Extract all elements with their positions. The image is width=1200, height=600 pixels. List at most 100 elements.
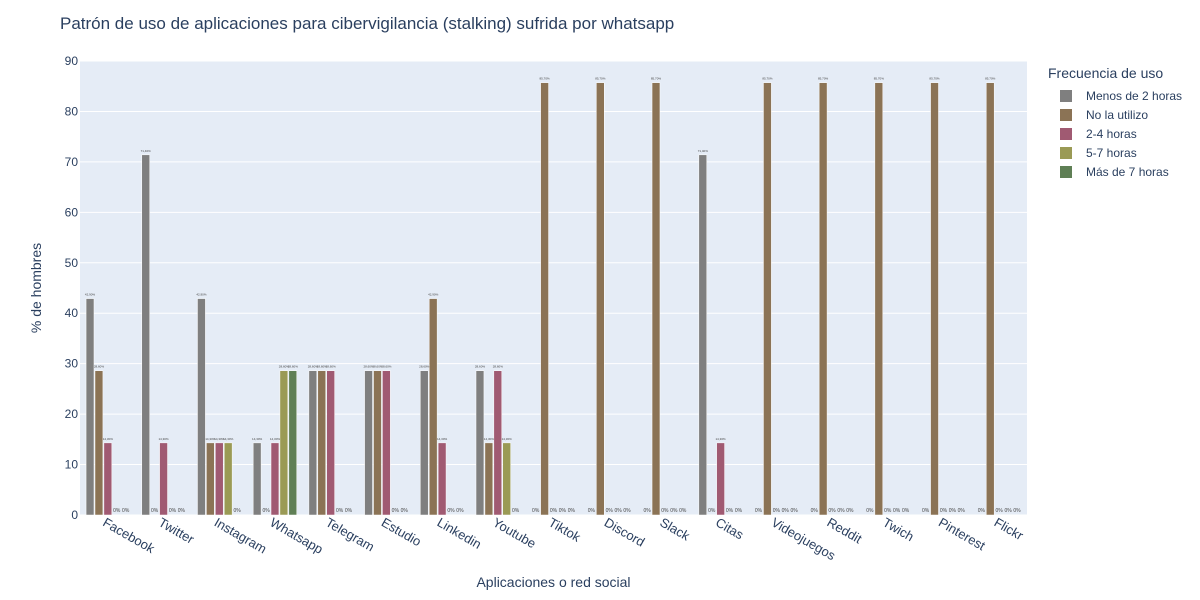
data-label: 0% bbox=[568, 508, 576, 514]
bar bbox=[716, 442, 725, 516]
legend-item[interactable]: 2-4 horas bbox=[1048, 124, 1182, 143]
legend-label: No la utilizo bbox=[1086, 107, 1149, 122]
data-label: 0% bbox=[643, 508, 651, 514]
legend-item[interactable]: No la utilizo bbox=[1048, 105, 1182, 124]
data-label: 85,70% bbox=[539, 77, 550, 81]
data-label: 0% bbox=[866, 508, 874, 514]
data-label: 0% bbox=[755, 508, 763, 514]
y-axis-ticks: 0 10 20 30 40 50 60 70 80 90 bbox=[65, 54, 79, 522]
data-label: 14,30% bbox=[103, 437, 114, 441]
data-label: 0% bbox=[233, 508, 241, 514]
y-tick-label: 60 bbox=[65, 205, 79, 219]
data-label: 85,70% bbox=[762, 77, 773, 81]
data-label: 85,70% bbox=[929, 77, 940, 81]
y-tick-label: 20 bbox=[65, 407, 79, 421]
data-label: 0% bbox=[837, 508, 845, 514]
data-label: 0% bbox=[532, 508, 540, 514]
bar bbox=[493, 370, 503, 516]
data-label: 0% bbox=[811, 508, 819, 514]
legend-item[interactable]: Más de 7 horas bbox=[1048, 162, 1182, 181]
chart-title: Patrón de uso de aplicaciones para ciber… bbox=[60, 14, 675, 33]
data-label: 0% bbox=[773, 508, 781, 514]
bar bbox=[484, 442, 494, 516]
data-label: 14,30% bbox=[502, 437, 513, 441]
x-tick-label: Flickr bbox=[992, 515, 1027, 544]
data-label: 0% bbox=[178, 508, 186, 514]
data-label: 0% bbox=[902, 508, 910, 514]
y-tick-label: 40 bbox=[65, 306, 79, 320]
bar bbox=[986, 82, 995, 516]
data-label: 71,40% bbox=[698, 149, 709, 153]
legend-label: 2-4 horas bbox=[1086, 126, 1137, 141]
bar bbox=[215, 442, 224, 516]
data-label: 0% bbox=[782, 508, 790, 514]
legend-swatch bbox=[1060, 127, 1072, 140]
data-label: 0% bbox=[978, 508, 986, 514]
data-label: 0% bbox=[262, 508, 270, 514]
data-label: 0% bbox=[958, 508, 966, 514]
x-tick-label: Linkedin bbox=[435, 515, 484, 552]
data-label: 14,30% bbox=[223, 437, 234, 441]
data-label: 14,30% bbox=[205, 437, 216, 441]
legend-label: Menos de 2 horas bbox=[1086, 88, 1183, 103]
data-label: 0% bbox=[606, 508, 614, 514]
data-label: 0% bbox=[345, 508, 353, 514]
legend-item[interactable]: 5-7 horas bbox=[1048, 143, 1182, 162]
data-label: 28,60% bbox=[317, 365, 328, 369]
bar bbox=[317, 370, 326, 516]
data-label: 0% bbox=[922, 508, 930, 514]
data-label: 0% bbox=[940, 508, 948, 514]
data-label: 0% bbox=[846, 508, 854, 514]
x-tick-label: Reddit bbox=[825, 515, 865, 547]
bar bbox=[502, 442, 511, 516]
bar bbox=[364, 370, 373, 516]
data-label: 0% bbox=[726, 508, 734, 514]
data-label: 14,30% bbox=[270, 437, 281, 441]
data-label: 0% bbox=[169, 508, 177, 514]
bar bbox=[103, 442, 113, 516]
legend-title: Frecuencia de uso bbox=[1048, 65, 1164, 81]
data-label: 0% bbox=[791, 508, 799, 514]
data-label: 0% bbox=[151, 508, 159, 514]
data-label: 28,60% bbox=[475, 365, 486, 369]
data-label: 14,30% bbox=[484, 437, 495, 441]
data-label: 0% bbox=[588, 508, 596, 514]
bar bbox=[159, 442, 168, 516]
data-label: 0% bbox=[336, 508, 344, 514]
data-label: 0% bbox=[735, 508, 743, 514]
bar bbox=[437, 442, 447, 516]
y-tick-label: 80 bbox=[65, 104, 79, 118]
legend-label: Más de 7 horas bbox=[1086, 164, 1169, 179]
data-label: 28,60% bbox=[326, 365, 337, 369]
x-tick-label: Estudio bbox=[379, 515, 424, 550]
bar bbox=[279, 370, 289, 516]
data-label: 0% bbox=[512, 508, 520, 514]
data-label: 85,70% bbox=[595, 77, 606, 81]
legend-item[interactable]: Menos de 2 horas bbox=[1048, 86, 1182, 105]
data-label: 71,40% bbox=[141, 149, 152, 153]
data-label: 28,60% bbox=[288, 365, 299, 369]
data-label: 85,70% bbox=[874, 77, 885, 81]
y-tick-label: 70 bbox=[65, 155, 79, 169]
bar bbox=[874, 82, 884, 516]
data-label: 0% bbox=[113, 508, 121, 514]
x-tick-label: Twitter bbox=[156, 515, 197, 547]
data-label: 28,60% bbox=[308, 365, 319, 369]
data-label: 85,70% bbox=[818, 77, 829, 81]
data-label: 0% bbox=[679, 508, 687, 514]
data-label: 14,30% bbox=[437, 437, 448, 441]
bar bbox=[596, 82, 605, 516]
bar bbox=[698, 154, 707, 516]
legend-label: 5-7 horas bbox=[1086, 145, 1137, 160]
y-tick-label: 50 bbox=[65, 256, 79, 270]
data-label: 28,60% bbox=[372, 365, 383, 369]
data-label: 14,30% bbox=[716, 437, 727, 441]
data-labels: 42,90%28,60%14,30%0% 0%71,40%0%14,30%0% 0%… bbox=[85, 77, 1021, 514]
data-label: 0% bbox=[550, 508, 558, 514]
bar bbox=[326, 370, 335, 516]
data-label: 0% bbox=[456, 508, 464, 514]
data-label: 14,30% bbox=[214, 437, 225, 441]
y-tick-label: 30 bbox=[65, 357, 79, 371]
data-label: 42,90% bbox=[196, 293, 207, 297]
